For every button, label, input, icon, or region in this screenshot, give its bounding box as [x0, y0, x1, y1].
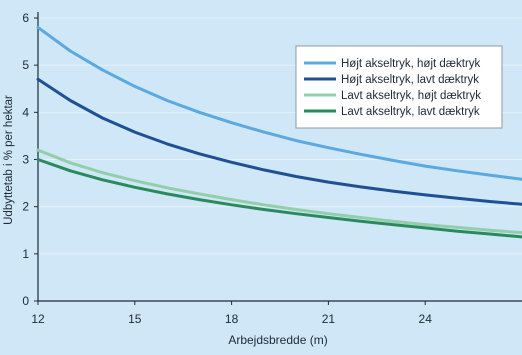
series-line-4	[36, 158, 522, 239]
grid-layer	[38, 17, 522, 255]
y-axis-label: Udbyttetab i % per hektar	[3, 95, 15, 225]
x-tick-label: 21	[322, 312, 336, 326]
x-tick-label: 24	[419, 312, 433, 326]
y-tick-label: 6	[22, 11, 29, 25]
legend-box	[295, 45, 503, 129]
series-line-3	[36, 148, 522, 235]
x-tick-label: 15	[128, 312, 142, 326]
y-tick-label: 4	[22, 105, 29, 119]
y-tick-label: 2	[22, 200, 29, 214]
legend-label-1: Højt akseltryk, højt dæktryk	[341, 58, 481, 70]
y-tick-label: 0	[22, 294, 29, 308]
legend-label-2: Højt akseltryk, lavt dæktryk	[341, 74, 479, 86]
legend-label-3: Lavt akseltryk, højt dæktryk	[341, 90, 481, 102]
x-axis-label: Arbejdsbredde (m)	[228, 333, 327, 347]
x-tick-label: 18	[225, 312, 239, 326]
series-line-1	[36, 25, 522, 181]
legend: Højt akseltryk, højt dæktryk Højt akseltr…	[295, 45, 503, 129]
series-layer	[36, 25, 522, 239]
y-tick-label: 1	[22, 247, 29, 261]
y-tick-label: 5	[22, 58, 29, 72]
y-tick-label: 3	[22, 153, 29, 167]
x-tick-label: 12	[31, 312, 45, 326]
series-line-2	[36, 77, 522, 206]
legend-label-4: Lavt akseltryk, lavt dæktryk	[341, 106, 480, 118]
